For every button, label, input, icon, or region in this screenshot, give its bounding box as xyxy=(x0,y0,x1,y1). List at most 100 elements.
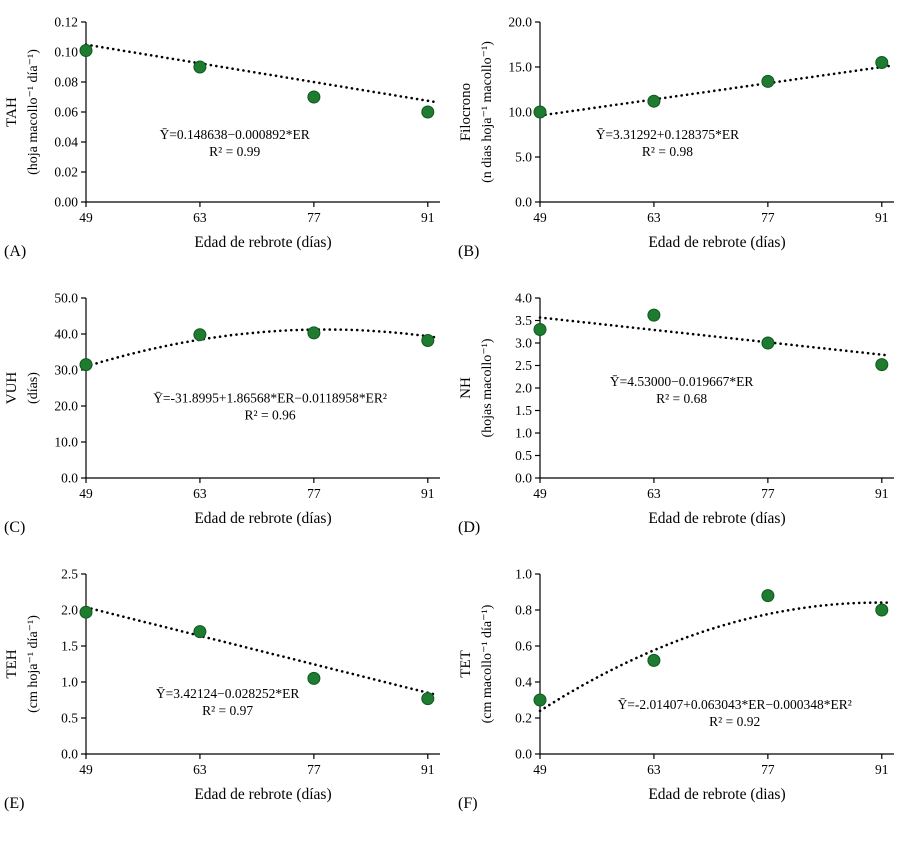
y-axis-label-line2: (días) xyxy=(26,372,41,404)
data-point xyxy=(761,336,775,350)
x-axis-label: Edad de rebrote (días) xyxy=(194,786,331,803)
panel-b-filocrono-chart: 0.0 5.0 10.0 15.0 20.0 49 63 77 91 Edad de rebrot… xyxy=(454,10,908,286)
y-axis-label-line2: (hojas macollo⁻¹) xyxy=(480,338,495,437)
chart-svg: 0.0 0.5 1.0 1.5 2.0 2.5 3.0 3.5 4.0 49 63 77 91 Edad … xyxy=(458,291,894,536)
x-tick-label: 77 xyxy=(307,486,321,501)
y-tick-label: 10.0 xyxy=(54,435,78,450)
y-tick-label: 1.5 xyxy=(61,639,78,654)
trend-line xyxy=(84,43,438,104)
y-axis-label-line2: (cm hoja⁻¹ día⁻¹) xyxy=(26,615,41,713)
x-tick-label: 49 xyxy=(533,210,547,225)
r-squared-label: R² = 0.68 xyxy=(656,391,707,406)
x-tick-label: 77 xyxy=(307,210,321,225)
panel-a-tah-chart: 0.00 0.02 0.04 0.06 0.08 0.10 0.12 49 63 77 91 Edad… xyxy=(0,10,454,286)
chart-svg: 0.0 0.5 1.0 1.5 2.0 2.5 49 63 77 91 Edad de rebrot… xyxy=(4,567,440,812)
data-point xyxy=(647,653,661,667)
y-tick-label: 0.8 xyxy=(515,603,532,618)
equation-label: Ȳ=3.42124−0.028252*ER xyxy=(156,686,299,701)
y-axis-label-line2: (hoja macollo⁻¹ día⁻¹) xyxy=(26,49,41,175)
y-tick-label: 20.0 xyxy=(54,399,78,414)
panel-letter: (D) xyxy=(458,519,480,536)
x-axis-label: Edad de rebrote (días) xyxy=(194,234,331,251)
panel-d-nh-chart: 0.0 0.5 1.0 1.5 2.0 2.5 3.0 3.5 4.0 49 63 77 91 Edad … xyxy=(454,286,908,562)
x-tick-label: 63 xyxy=(647,210,661,225)
data-point xyxy=(193,328,207,342)
y-tick-label: 0.06 xyxy=(54,105,78,120)
trend-line xyxy=(538,64,892,117)
r-squared-label: R² = 0.92 xyxy=(709,714,760,729)
chart-svg: 0.0 10.0 20.0 30.0 40.0 50.0 49 63 77 91 Edad de r… xyxy=(4,291,440,536)
y-tick-label: 2.5 xyxy=(61,567,78,582)
y-tick-label: 0.02 xyxy=(54,165,78,180)
x-tick-label: 77 xyxy=(761,210,775,225)
x-tick-label: 49 xyxy=(533,486,547,501)
y-tick-label: 0.0 xyxy=(515,747,532,762)
y-tick-label: 1.5 xyxy=(515,403,532,418)
r-squared-label: R² = 0.96 xyxy=(245,407,296,422)
data-point xyxy=(307,671,321,685)
data-point xyxy=(421,105,435,119)
panel-letter: (F) xyxy=(458,795,478,812)
equation-label: Ȳ=0.148638−0.000892*ER xyxy=(160,127,310,142)
x-tick-label: 77 xyxy=(761,762,775,777)
data-point xyxy=(533,105,547,119)
y-tick-label: 2.0 xyxy=(61,603,78,618)
x-tick-label: 91 xyxy=(875,762,889,777)
data-point xyxy=(79,605,93,619)
y-tick-label: 0.08 xyxy=(54,75,78,90)
data-point xyxy=(79,358,93,372)
data-point xyxy=(647,308,661,322)
x-tick-label: 63 xyxy=(193,762,207,777)
panel-e-teh-chart: 0.0 0.5 1.0 1.5 2.0 2.5 49 63 77 91 Edad de rebrot… xyxy=(0,562,454,838)
x-tick-label: 91 xyxy=(421,486,435,501)
y-axis-label-line1: TEH xyxy=(4,649,20,678)
y-tick-label: 0.5 xyxy=(515,448,532,463)
panel-f-tet-chart: 0.0 0.2 0.4 0.6 0.8 1.0 49 63 77 91 Edad de rebrot… xyxy=(454,562,908,838)
x-tick-label: 91 xyxy=(875,486,889,501)
x-axis-label: Edad de rebrote (dias) xyxy=(648,786,785,803)
panel-letter: (E) xyxy=(4,795,24,812)
data-point xyxy=(307,90,321,104)
data-point xyxy=(875,56,889,69)
y-axis-label-line2: (n dias hoja⁻¹ macollo⁻¹) xyxy=(480,41,495,183)
x-tick-label: 49 xyxy=(79,486,93,501)
y-tick-label: 15.0 xyxy=(508,60,532,75)
equation-label: Ȳ=-2.01407+0.063043*ER−0.000348*ER² xyxy=(618,697,852,712)
x-axis-label: Edad de rebrote (días) xyxy=(194,510,331,527)
y-tick-label: 0.12 xyxy=(54,15,78,30)
chart-svg: 0.0 5.0 10.0 15.0 20.0 49 63 77 91 Edad de rebrot… xyxy=(458,15,894,260)
trend-line xyxy=(538,601,892,713)
y-tick-label: 0.04 xyxy=(54,135,78,150)
x-tick-label: 77 xyxy=(307,762,321,777)
data-point xyxy=(533,323,547,336)
data-point xyxy=(647,94,661,108)
x-tick-label: 49 xyxy=(533,762,547,777)
y-axis-label-line1: VUH xyxy=(4,372,20,405)
y-tick-label: 1.0 xyxy=(61,675,78,690)
r-squared-label: R² = 0.99 xyxy=(209,144,260,159)
y-tick-label: 3.5 xyxy=(515,313,532,328)
x-tick-label: 91 xyxy=(875,210,889,225)
equation-label: Ȳ=4.53000−0.019667*ER xyxy=(610,374,753,389)
y-axis-label-line1: Filocrono xyxy=(458,83,474,141)
y-tick-label: 5.0 xyxy=(515,150,532,165)
x-tick-label: 91 xyxy=(421,210,435,225)
y-tick-label: 40.0 xyxy=(54,327,78,342)
y-tick-label: 0.0 xyxy=(515,195,532,210)
y-tick-label: 0.5 xyxy=(61,711,78,726)
data-point xyxy=(761,74,775,88)
data-point xyxy=(533,693,547,707)
data-point xyxy=(421,692,435,706)
x-tick-label: 63 xyxy=(647,486,661,501)
y-tick-label: 0.00 xyxy=(54,195,78,210)
y-tick-label: 30.0 xyxy=(54,363,78,378)
y-tick-label: 50.0 xyxy=(54,291,78,306)
x-tick-label: 91 xyxy=(421,762,435,777)
data-point xyxy=(193,625,207,639)
data-point xyxy=(875,358,889,372)
x-tick-label: 63 xyxy=(647,762,661,777)
chart-svg: 0.0 0.2 0.4 0.6 0.8 1.0 49 63 77 91 Edad de rebrot… xyxy=(458,567,894,812)
y-tick-label: 1.0 xyxy=(515,426,532,441)
y-tick-label: 0.10 xyxy=(54,45,78,60)
